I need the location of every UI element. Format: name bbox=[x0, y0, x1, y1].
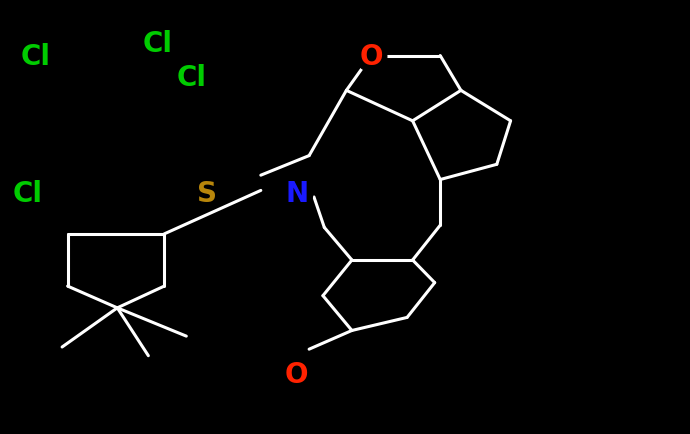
Text: Cl: Cl bbox=[21, 43, 51, 70]
Text: Cl: Cl bbox=[142, 30, 172, 57]
Text: S: S bbox=[197, 179, 217, 207]
Text: N: N bbox=[285, 179, 308, 207]
Text: Cl: Cl bbox=[177, 64, 207, 92]
Text: Cl: Cl bbox=[12, 179, 43, 207]
Text: O: O bbox=[359, 43, 383, 70]
Text: O: O bbox=[285, 360, 308, 388]
